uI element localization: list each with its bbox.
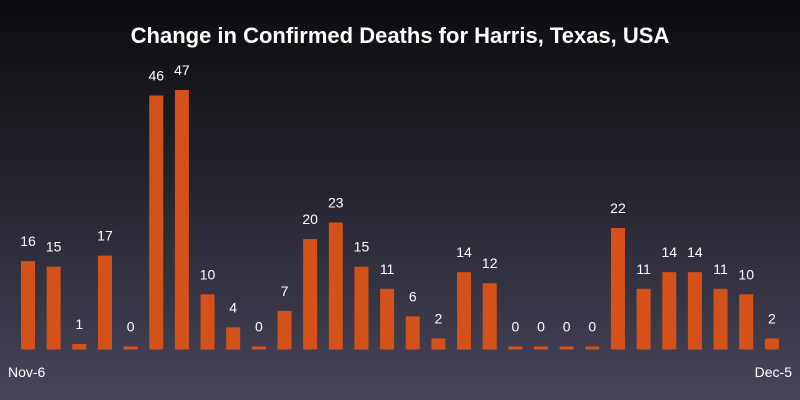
bar-2 <box>46 266 61 350</box>
bar-3 <box>72 343 87 350</box>
bar-20 <box>508 346 523 350</box>
bar-value-label-18: 14 <box>456 244 472 260</box>
bar-17 <box>431 338 446 350</box>
bar-24 <box>610 228 625 350</box>
bar-19 <box>482 283 497 350</box>
bar-11 <box>277 310 292 350</box>
bar-9 <box>226 327 241 350</box>
bar-value-label-4: 17 <box>97 228 113 244</box>
bar-value-label-24: 22 <box>610 200 626 216</box>
bar-21 <box>534 346 548 350</box>
bar-value-label-29: 10 <box>738 266 754 282</box>
bar-value-label-25: 11 <box>636 261 651 277</box>
bar-27 <box>687 272 702 350</box>
bar-4 <box>97 255 112 350</box>
bar-12 <box>303 239 318 350</box>
bar-value-label-2: 15 <box>46 239 62 255</box>
bar-29 <box>739 294 754 350</box>
bar-value-label-26: 14 <box>661 244 677 260</box>
bar-value-label-30: 2 <box>768 310 776 326</box>
bar-16 <box>405 316 420 350</box>
bar-value-label-22: 0 <box>563 319 571 335</box>
bar-value-label-28: 11 <box>713 261 728 277</box>
bar-value-label-27: 14 <box>687 244 703 260</box>
bar-value-label-17: 2 <box>435 310 443 326</box>
bar-25 <box>636 288 651 350</box>
bar-22 <box>559 346 574 350</box>
bar-value-label-1: 16 <box>20 233 36 249</box>
bar-28 <box>713 288 728 350</box>
bar-value-label-5: 0 <box>127 319 135 335</box>
bar-value-label-13: 23 <box>328 195 344 211</box>
bar-value-label-8: 10 <box>200 266 216 282</box>
bars-group <box>21 90 779 350</box>
bar-value-label-16: 6 <box>409 288 417 304</box>
bar-value-label-19: 12 <box>482 255 498 271</box>
bar-18 <box>457 272 472 350</box>
x-start-label: Nov-6 <box>8 364 46 380</box>
bar-14 <box>354 266 369 350</box>
bar-23 <box>585 346 600 350</box>
bar-26 <box>662 272 677 350</box>
bar-7 <box>174 90 189 350</box>
bar-value-label-20: 0 <box>511 319 519 335</box>
bar-8 <box>200 294 215 350</box>
bar-value-label-10: 0 <box>255 319 263 335</box>
bar-value-label-3: 1 <box>75 316 83 332</box>
bar-value-label-12: 20 <box>302 211 318 227</box>
bar-value-label-6: 46 <box>148 68 164 84</box>
bar-15 <box>380 288 395 350</box>
bar-value-label-21: 0 <box>537 319 545 335</box>
value-labels-group: 16 15 1 17 0 46 47 10 4 0 7 20 23 15 11 6 2 14 12 0 0 0 0 22 11 1… <box>20 62 776 335</box>
bar-value-label-15: 11 <box>380 261 395 277</box>
bar-5 <box>123 346 138 350</box>
bar-value-label-23: 0 <box>588 319 596 335</box>
bar-6 <box>149 95 164 350</box>
bar-1 <box>21 261 35 350</box>
x-end-label: Dec-5 <box>755 364 793 380</box>
bar-13 <box>328 222 343 350</box>
bar-value-label-7: 47 <box>174 62 190 78</box>
bar-10 <box>251 346 266 350</box>
chart-title: Change in Confirmed Deaths for Harris, T… <box>131 23 670 48</box>
bar-value-label-9: 4 <box>229 299 237 315</box>
bar-value-label-11: 7 <box>281 283 289 299</box>
bar-30 <box>764 338 779 350</box>
bar-value-label-14: 15 <box>354 239 370 255</box>
